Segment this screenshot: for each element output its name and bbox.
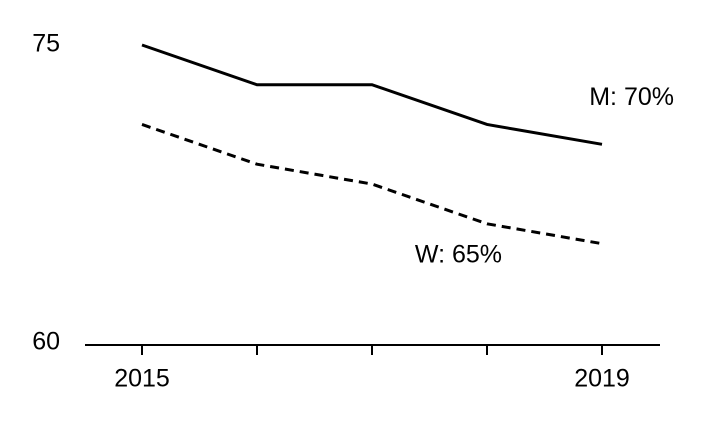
- series-line: [141, 43, 603, 146]
- series-label: W: 65%: [415, 240, 502, 268]
- series-label: M: 70%: [589, 83, 674, 111]
- series-line: [141, 123, 603, 246]
- x-tick-label: 2019: [574, 365, 630, 393]
- y-tick-label: 75: [32, 30, 60, 58]
- y-tick-label: 60: [32, 328, 60, 356]
- x-tick-label: 2015: [114, 365, 170, 393]
